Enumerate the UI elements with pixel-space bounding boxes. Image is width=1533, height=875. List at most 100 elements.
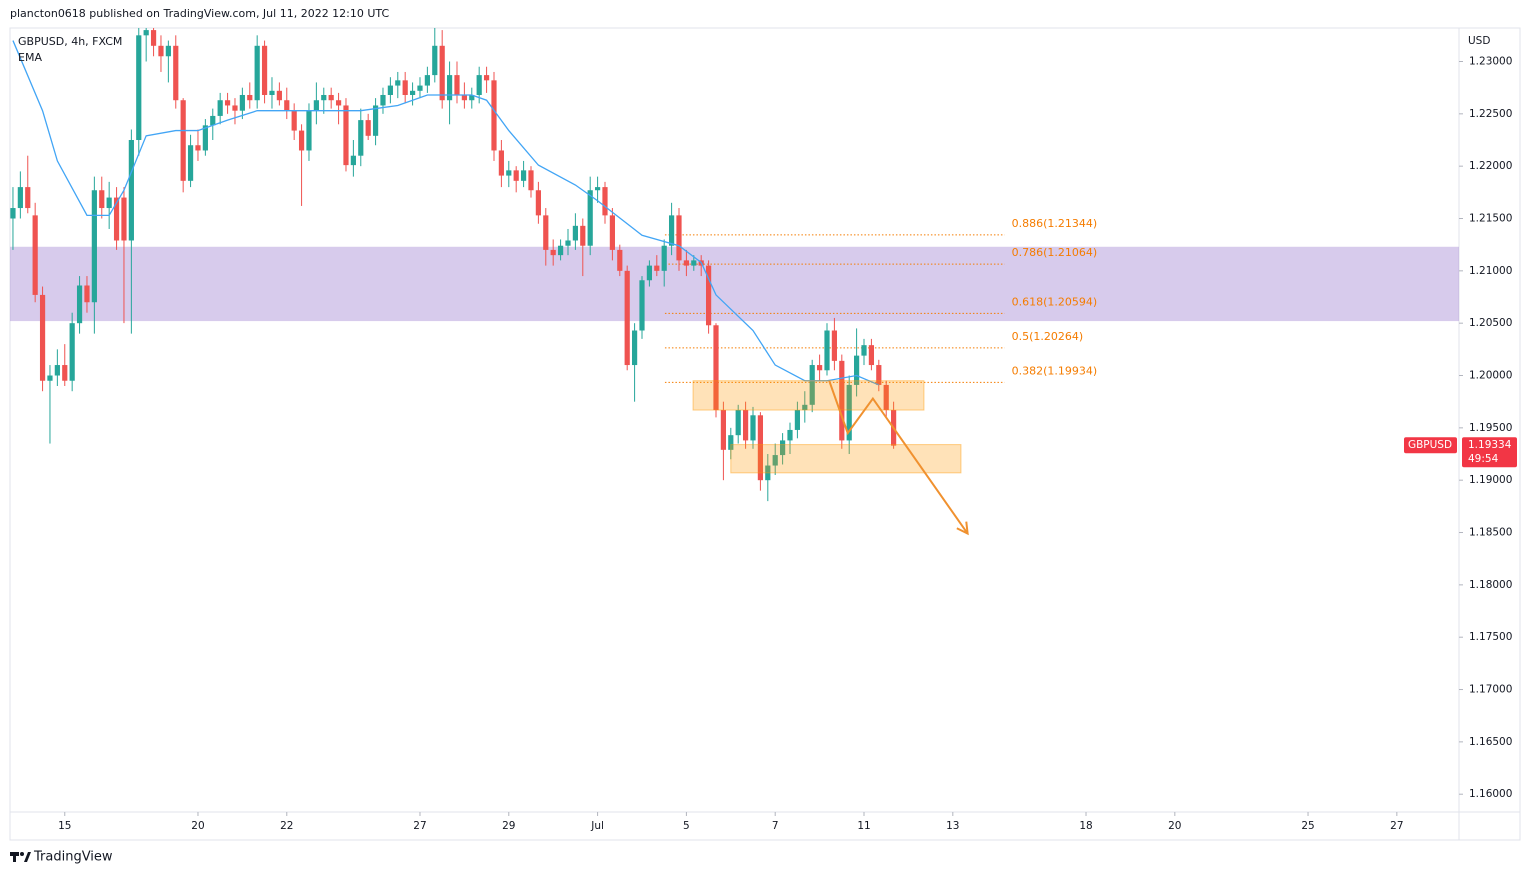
fib-label: 0.5(1.20264) xyxy=(1012,330,1084,343)
candle-body xyxy=(276,90,282,101)
candle-body xyxy=(343,105,349,166)
symbol-badge-label: GBPUSD xyxy=(1408,439,1452,451)
x-tick-label: 27 xyxy=(413,820,426,832)
candle-body xyxy=(158,45,164,57)
candle-body xyxy=(461,94,467,101)
candle-body xyxy=(91,190,97,303)
ema-line xyxy=(12,40,880,386)
candle-body xyxy=(136,35,142,140)
symbol: GBPUSD, 4h, FXCM xyxy=(18,35,122,48)
y-tick-label: 1.21500 xyxy=(1469,213,1512,225)
candle-body xyxy=(143,30,149,36)
candle-body xyxy=(654,265,660,271)
supply-zone xyxy=(692,380,925,411)
candle-body xyxy=(743,410,749,441)
candle-body xyxy=(824,330,830,371)
candle-body xyxy=(358,120,364,156)
candle-body xyxy=(380,94,386,106)
currency: USD xyxy=(1468,35,1490,47)
candle-body xyxy=(469,94,475,101)
x-tick-label: 15 xyxy=(58,820,71,832)
supply-zone xyxy=(730,444,962,474)
candle-body xyxy=(691,260,697,266)
fib-label: 0.618(1.20594) xyxy=(1012,295,1098,308)
price-badge xyxy=(1462,437,1517,468)
y-tick-label: 1.17000 xyxy=(1469,684,1512,696)
candle-body xyxy=(580,225,586,246)
candle-body xyxy=(313,100,319,111)
candle-body xyxy=(817,365,823,371)
y-tick-label: 1.18000 xyxy=(1469,579,1512,591)
candle-body xyxy=(372,105,379,136)
fib-label: 0.786(1.21064) xyxy=(1012,246,1098,259)
candle-body xyxy=(99,190,105,209)
candle-body xyxy=(594,187,601,191)
candle-body xyxy=(298,130,305,151)
candle-body xyxy=(883,384,889,411)
candle-body xyxy=(676,215,682,261)
publish-note: plancton0618 published on TradingView.co… xyxy=(10,7,390,20)
candle-body xyxy=(439,45,445,101)
candle-body xyxy=(32,215,38,295)
candle-body xyxy=(335,100,342,106)
candle-body xyxy=(84,285,90,303)
candle-body xyxy=(557,245,564,256)
candle-body xyxy=(876,365,882,385)
candle-body xyxy=(76,285,83,324)
y-tick-label: 1.21000 xyxy=(1469,265,1512,277)
candle-body xyxy=(121,197,127,241)
candle-body xyxy=(210,115,216,126)
candle-body xyxy=(720,410,726,450)
axes: 1.23000 1.22500 1.22000 1.21500 1.21000 1.205… xyxy=(58,55,1512,832)
candle-body xyxy=(846,384,852,441)
candle-body xyxy=(247,94,253,101)
y-tick-label: 1.22000 xyxy=(1469,160,1512,172)
x-tick-label: 18 xyxy=(1079,820,1092,832)
candle-body xyxy=(854,355,860,385)
y-tick-label: 1.20000 xyxy=(1469,370,1512,382)
candle-body xyxy=(39,294,46,381)
candle-body xyxy=(254,45,260,101)
candle-body xyxy=(543,215,549,250)
candle-body xyxy=(728,435,734,450)
candle-body xyxy=(809,365,815,405)
candle-body xyxy=(506,170,512,176)
candle-body xyxy=(202,125,208,151)
indicator: EMA xyxy=(18,51,42,64)
candle-body xyxy=(491,80,497,151)
candle-body xyxy=(476,75,482,95)
price-badge-label: 1.19334 xyxy=(1468,439,1512,451)
candle-body xyxy=(802,404,808,411)
candle-body xyxy=(217,100,223,116)
candle-body xyxy=(365,120,371,136)
x-tick-label: 20 xyxy=(191,820,204,832)
x-tick-label: Jul xyxy=(590,820,604,832)
candle-body xyxy=(513,170,519,181)
candle-body xyxy=(661,245,667,271)
candle-body xyxy=(62,365,68,381)
x-tick-label: 13 xyxy=(946,820,959,832)
candle-body xyxy=(113,197,120,241)
candle-body xyxy=(631,330,638,366)
candle-body xyxy=(713,325,719,411)
candle-body xyxy=(528,170,534,191)
fib-label: 0.382(1.19934) xyxy=(1012,364,1098,377)
candle-body xyxy=(402,80,408,95)
candle-body xyxy=(291,110,297,131)
candle-body xyxy=(150,30,157,46)
candle-body xyxy=(772,455,778,466)
candle-body xyxy=(106,197,112,209)
candle-body xyxy=(668,215,675,246)
candle-body xyxy=(624,270,630,366)
countdown: 49:54 xyxy=(1468,453,1499,465)
y-tick-label: 1.19000 xyxy=(1469,474,1512,486)
y-tick-label: 1.20500 xyxy=(1469,317,1512,329)
frame xyxy=(9,27,1521,841)
resistance-band xyxy=(10,246,1459,322)
y-tick-label: 1.18500 xyxy=(1469,527,1512,539)
candle-body xyxy=(483,75,490,81)
candle-body xyxy=(750,415,756,441)
candle-body xyxy=(572,225,578,241)
y-tick-label: 1.23000 xyxy=(1469,55,1512,67)
candle-body xyxy=(705,265,712,326)
